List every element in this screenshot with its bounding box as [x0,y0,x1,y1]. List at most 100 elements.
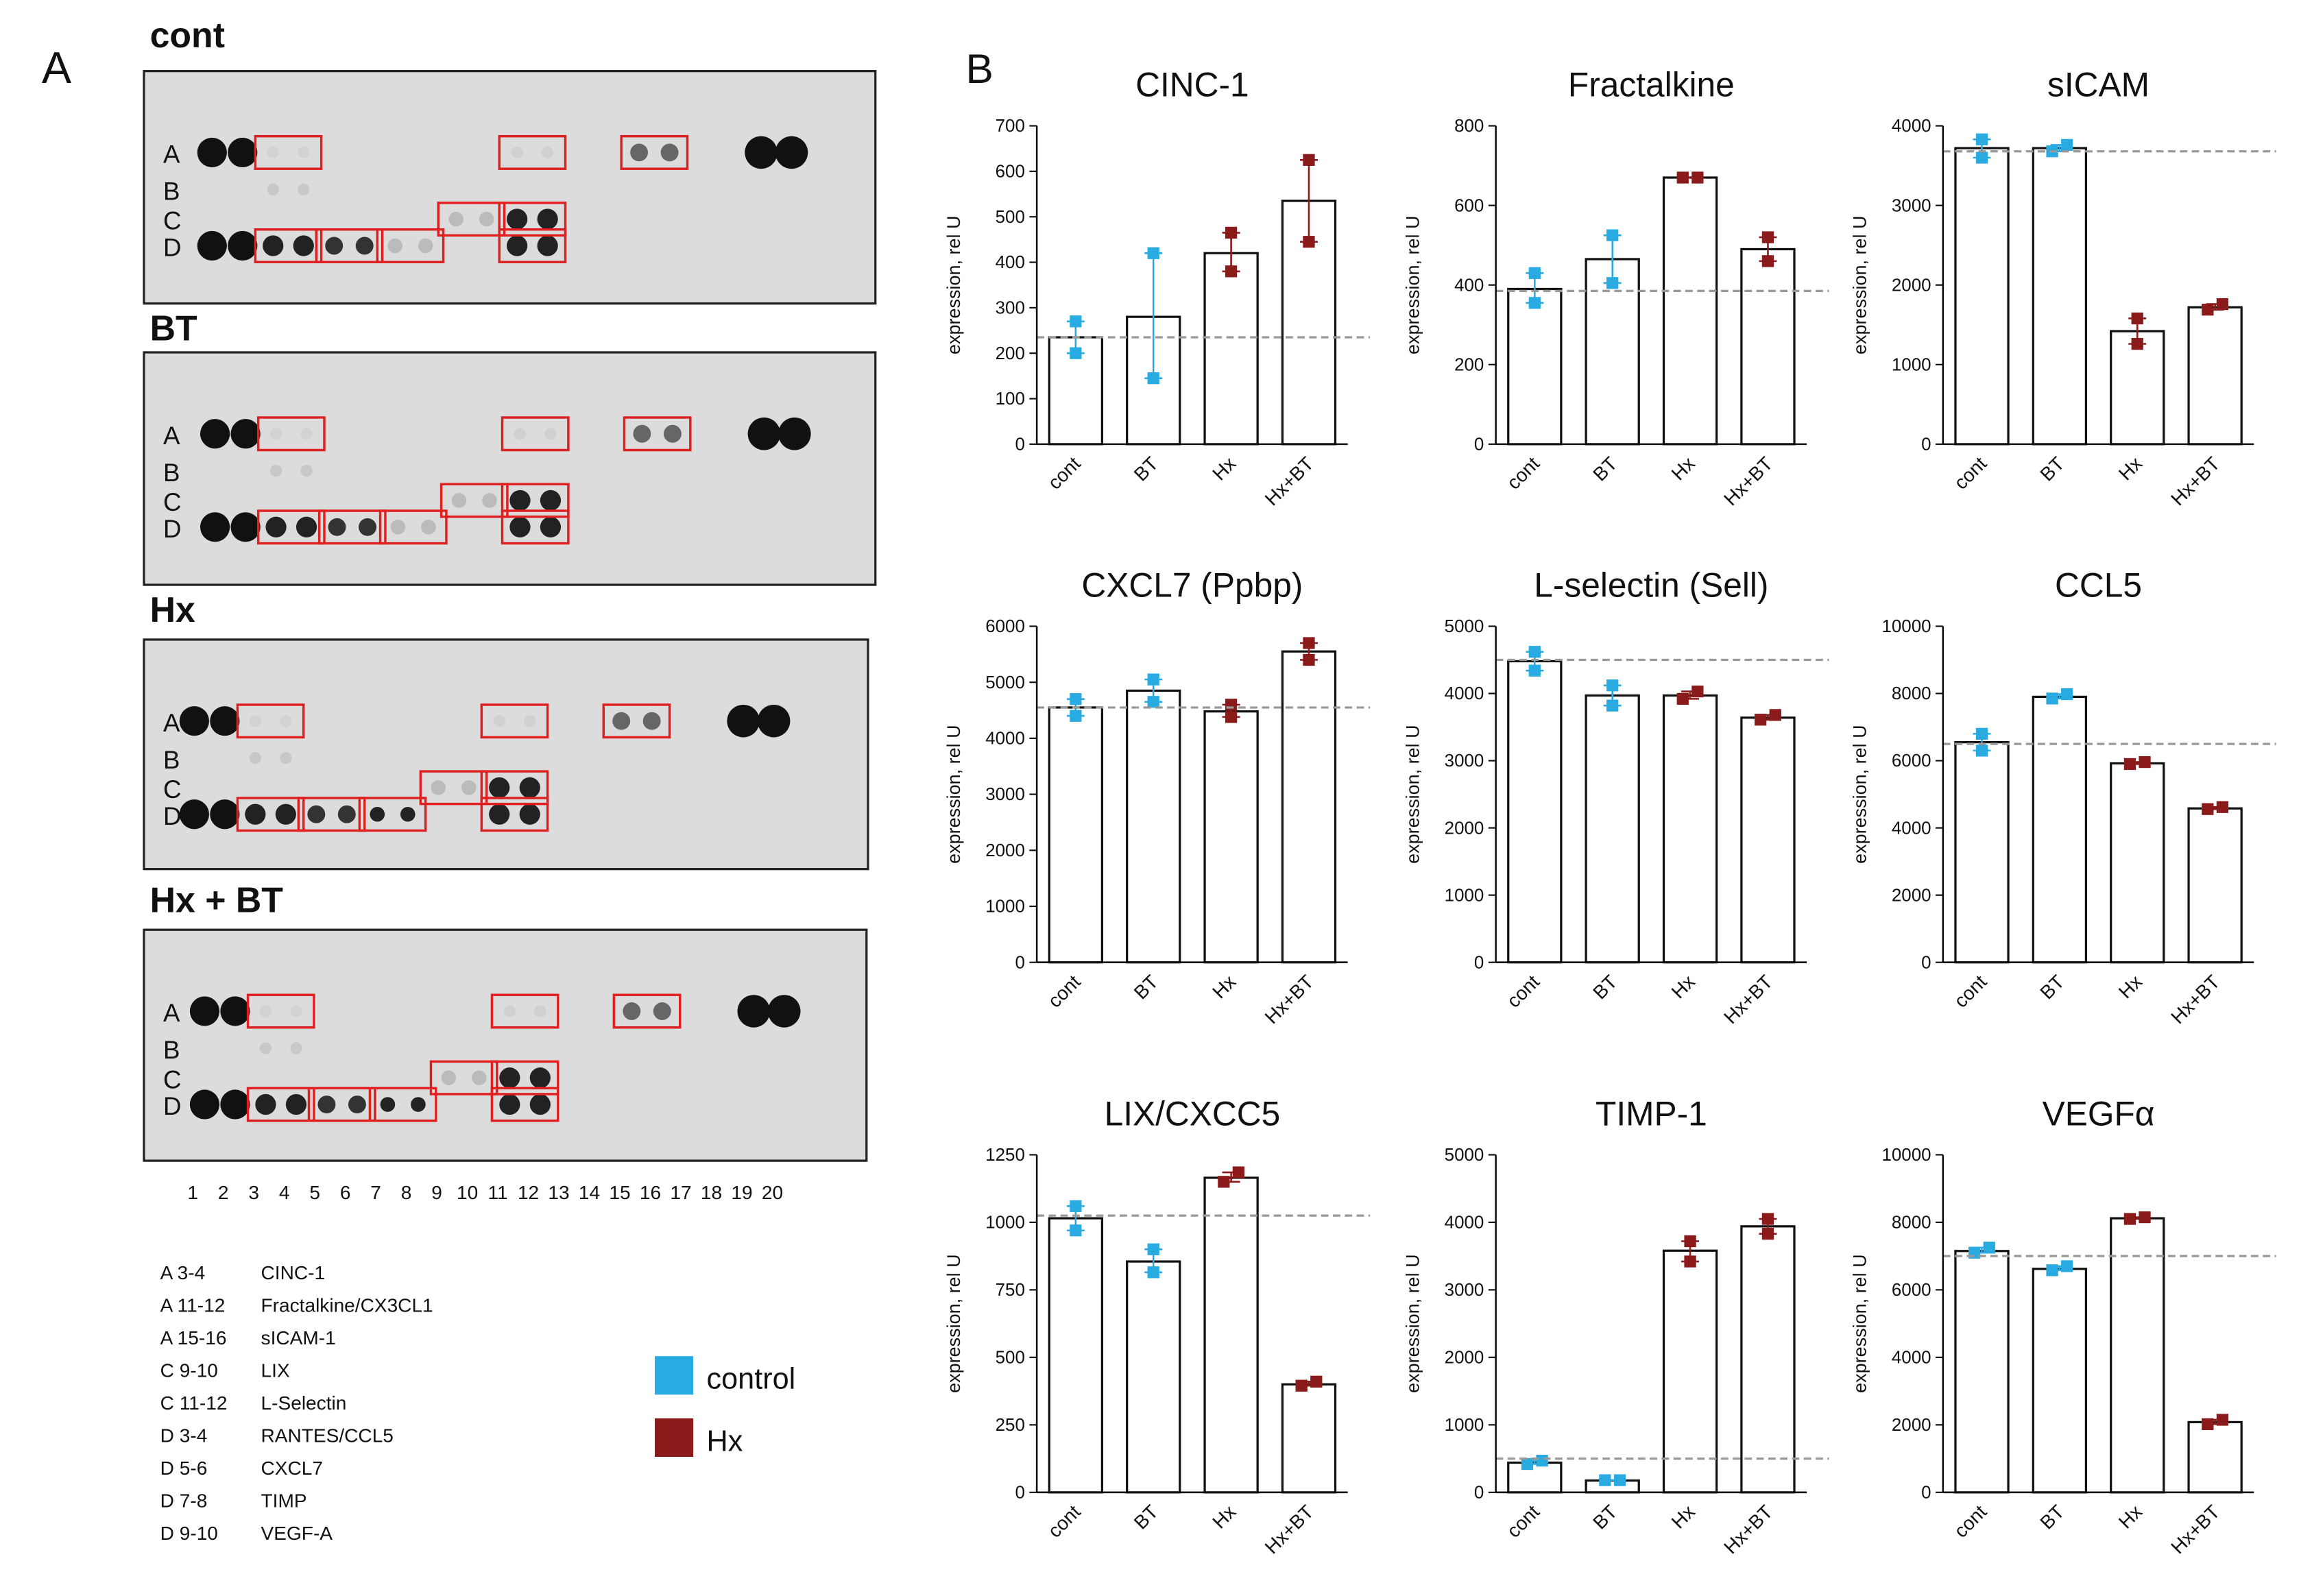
replicate-point [1147,1266,1159,1279]
bar [1507,1461,1563,1494]
key-spot: D 7-8 [160,1490,208,1511]
spot [255,1093,276,1115]
replicate-point [1225,711,1238,723]
replicate-point [1975,152,1988,164]
highlight-box [480,797,549,832]
spot [529,1067,551,1089]
highlight-box [437,202,506,237]
row-label: D [163,802,182,830]
legend-swatch [654,1356,694,1395]
spot [745,136,778,169]
legend-swatch [654,1418,694,1458]
x-tick-label: Hx+BT [1720,452,1777,509]
row-label: C [163,488,182,516]
highlight-box [236,703,305,739]
replicate-point [1691,171,1704,184]
row-label: A [163,141,180,169]
spot [280,715,292,727]
spot [298,183,310,196]
y-tick-label: 3000 [1892,196,1931,215]
column-number: 19 [731,1182,752,1203]
y-tick-label: 8000 [1892,1213,1931,1233]
spot [461,780,477,795]
highlight-box [429,1060,498,1096]
blot [143,351,877,586]
bar [1203,1176,1259,1494]
replicate-point [1521,1458,1534,1471]
y-tick-label: 100 [996,389,1025,409]
bar [1954,147,2010,446]
spot [290,1042,302,1054]
key-spot: A 11-12 [160,1294,226,1316]
row-label: C [163,775,182,803]
y-axis-label: expression, rel U [1850,215,1870,354]
x-tick-label: Hx+BT [2167,1501,2224,1558]
replicate-point [2202,1418,2214,1431]
highlight-box [602,703,671,739]
replicate-point [1983,1242,1995,1254]
y-tick-label: 4000 [985,729,1025,749]
row-label: A [163,999,180,1027]
spot [328,518,346,536]
replicate-point [1147,673,1159,686]
x-tick-label: Hx+BT [1261,452,1318,509]
bar [1048,1217,1104,1494]
x-tick-label: BT [1130,1501,1162,1533]
x-tick-label: Hx [1667,1501,1699,1532]
bar [1662,694,1718,964]
highlight-box [256,416,326,452]
key-name: LIX [261,1359,290,1381]
spot [370,806,385,822]
highlight-box [480,770,549,806]
highlight-box [317,509,387,545]
y-axis-label: expression, rel U [1850,1254,1870,1392]
bar [1126,1260,1181,1494]
highlight-box [501,509,570,545]
x-tick-label: Hx+BT [1720,971,1777,1028]
y-tick-label: 3000 [1445,751,1484,771]
bar [1954,740,2010,964]
x-tick-label: Hx [2115,452,2146,484]
panel-label: B [965,45,993,92]
bar [2032,1268,2088,1494]
highlight-box [358,797,427,832]
highlight-box [307,1087,376,1122]
replicate-point [1295,1379,1308,1392]
replicate-point [1303,236,1315,248]
x-tick-label: cont [1503,452,1544,494]
highlight-box [256,509,326,545]
highlight-box [254,134,323,170]
panel-label: A [42,43,72,93]
y-tick-label: 0 [1015,435,1024,455]
y-tick-label: 5000 [1445,1146,1484,1165]
spot [337,805,356,823]
blot-title: cont [150,15,225,55]
key-name: L-Selectin [261,1392,347,1414]
bar [2032,695,2088,964]
bar [2187,807,2243,964]
key-spot: D 9-10 [160,1523,218,1544]
key-spot: C 9-10 [160,1359,218,1381]
spot [296,516,317,537]
y-tick-label: 2000 [985,841,1025,860]
bar [1203,710,1259,964]
spot [197,230,227,261]
replicate-point [1528,297,1541,309]
y-tick-label: 0 [1474,435,1484,455]
spot [290,1005,302,1017]
x-tick-label: Hx [2115,971,2146,1002]
spot [210,799,240,830]
spot [348,1096,366,1113]
column-number: 1 [187,1182,198,1203]
highlight-box [501,483,570,518]
key-name: sICAM-1 [261,1327,336,1349]
y-tick-label: 6000 [1892,1281,1931,1300]
replicate-point [1676,692,1689,705]
x-tick-label: Hx+BT [1720,1501,1777,1558]
spot [519,777,540,798]
replicate-point [1303,154,1315,166]
legend-label: Hx [707,1425,743,1458]
column-number: 20 [762,1182,783,1203]
chart-title: Fractalkine [1568,65,1735,104]
replicate-point [1218,1176,1230,1188]
